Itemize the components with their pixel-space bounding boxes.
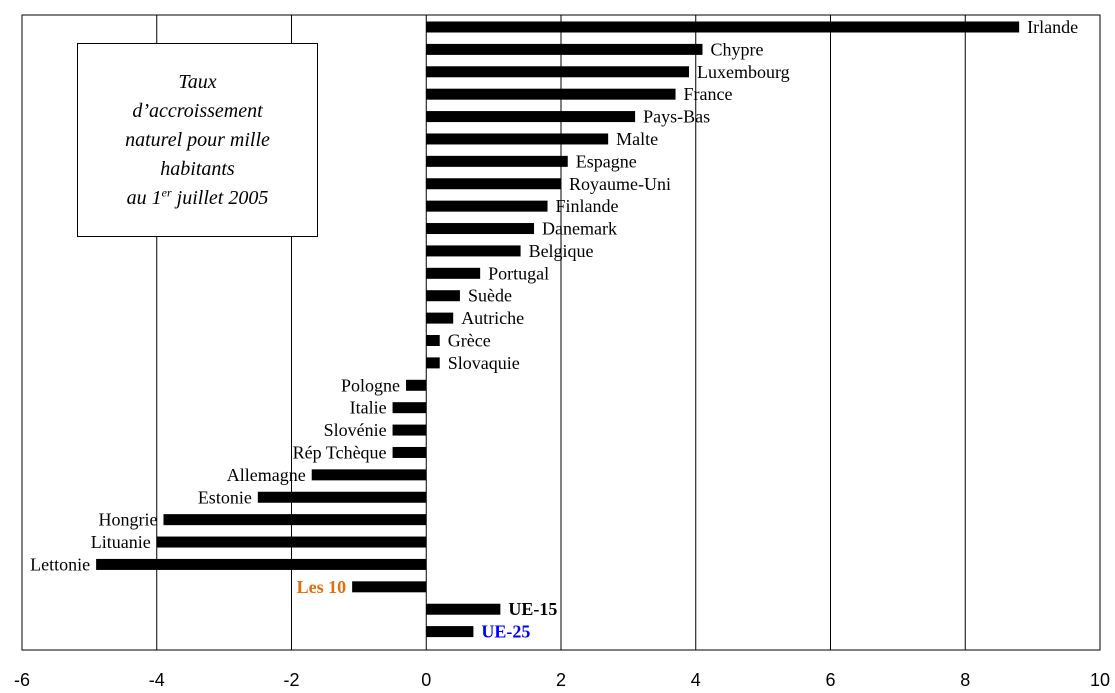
bar-label: Pays-Bas	[643, 107, 710, 127]
bar-label: Luxembourg	[697, 62, 790, 82]
x-axis-ticks: -6 -4 -2 0 2 4 6 8 10	[14, 670, 1110, 690]
bar	[163, 514, 427, 526]
x-tick-label: 8	[960, 670, 970, 690]
bar	[426, 178, 561, 190]
bar-label: Allemagne	[227, 465, 306, 485]
bar	[426, 312, 454, 324]
x-tick-label: 4	[691, 670, 701, 690]
title-line-1: Taux	[178, 70, 217, 93]
bar-label: Chypre	[710, 39, 763, 59]
bar	[426, 245, 521, 257]
title-line-5: au 1er juillet 2005	[127, 184, 269, 213]
bar-label: Autriche	[461, 308, 524, 328]
x-tick-label: 10	[1090, 670, 1110, 690]
bar-label: Finlande	[556, 196, 619, 216]
bar	[426, 200, 548, 212]
bar-label: Estonie	[198, 487, 252, 507]
title-date-prefix: au 1	[126, 186, 162, 209]
x-tick-label: 0	[421, 670, 431, 690]
bar	[156, 536, 427, 548]
bar	[426, 88, 676, 100]
x-tick-label: -6	[14, 670, 30, 690]
bar-label: Royaume-Uni	[569, 174, 671, 194]
bar	[426, 21, 1020, 33]
x-tick-label: -4	[149, 670, 165, 690]
bar	[392, 424, 427, 436]
bar-label: Rép Tchèque	[293, 442, 387, 462]
bar	[426, 155, 568, 167]
title-date-superscript: er	[161, 184, 172, 199]
x-tick-label: 2	[556, 670, 566, 690]
bar	[311, 469, 427, 481]
chart-title-box: Taux d’accroissement naturel pour mille …	[77, 43, 318, 237]
bar-label: UE-15	[508, 599, 557, 619]
bar	[406, 379, 427, 391]
bar	[96, 558, 427, 570]
bar	[392, 446, 427, 458]
bar-label: Malte	[616, 129, 658, 149]
bar-label: Slovénie	[324, 420, 387, 440]
bar	[426, 290, 460, 302]
bar-label: Irlande	[1027, 17, 1078, 37]
bar	[426, 66, 690, 78]
bar	[426, 133, 609, 145]
x-tick-label: 6	[825, 670, 835, 690]
bar-label: Lettonie	[30, 554, 90, 574]
bar-label: Pologne	[341, 375, 400, 395]
bar	[426, 43, 703, 55]
title-date-suffix: juillet 2005	[171, 186, 269, 209]
title-line-4: habitants	[160, 157, 235, 180]
bar-label: Portugal	[488, 263, 549, 283]
bar-label: Espagne	[576, 151, 637, 171]
bar	[426, 603, 501, 615]
bar	[426, 267, 481, 279]
bar	[352, 581, 427, 593]
bar-label: UE-25	[481, 622, 530, 642]
bar	[426, 626, 474, 638]
bar	[257, 491, 427, 503]
bar-label: Belgique	[529, 241, 594, 261]
bar-label: Les 10	[297, 577, 347, 597]
bar-label: Grèce	[448, 331, 491, 351]
title-line-3: naturel pour mille	[125, 128, 270, 151]
bar-label: Danemark	[542, 219, 617, 239]
bar-label: Suède	[468, 286, 512, 306]
bar-label: Italie	[350, 398, 387, 418]
bar-label: Slovaquie	[448, 353, 520, 373]
bar-label: France	[684, 84, 733, 104]
title-line-2: d’accroissement	[132, 99, 263, 122]
bar	[392, 402, 427, 414]
bar	[426, 357, 440, 369]
bar	[426, 111, 636, 123]
bar-label: Lituanie	[91, 532, 151, 552]
plot-area-frame	[21, 14, 1101, 651]
bar-label: Hongrie	[99, 510, 158, 530]
x-tick-label: -2	[283, 670, 299, 690]
bar	[426, 335, 440, 346]
bars	[96, 21, 1020, 638]
bar	[426, 223, 535, 235]
